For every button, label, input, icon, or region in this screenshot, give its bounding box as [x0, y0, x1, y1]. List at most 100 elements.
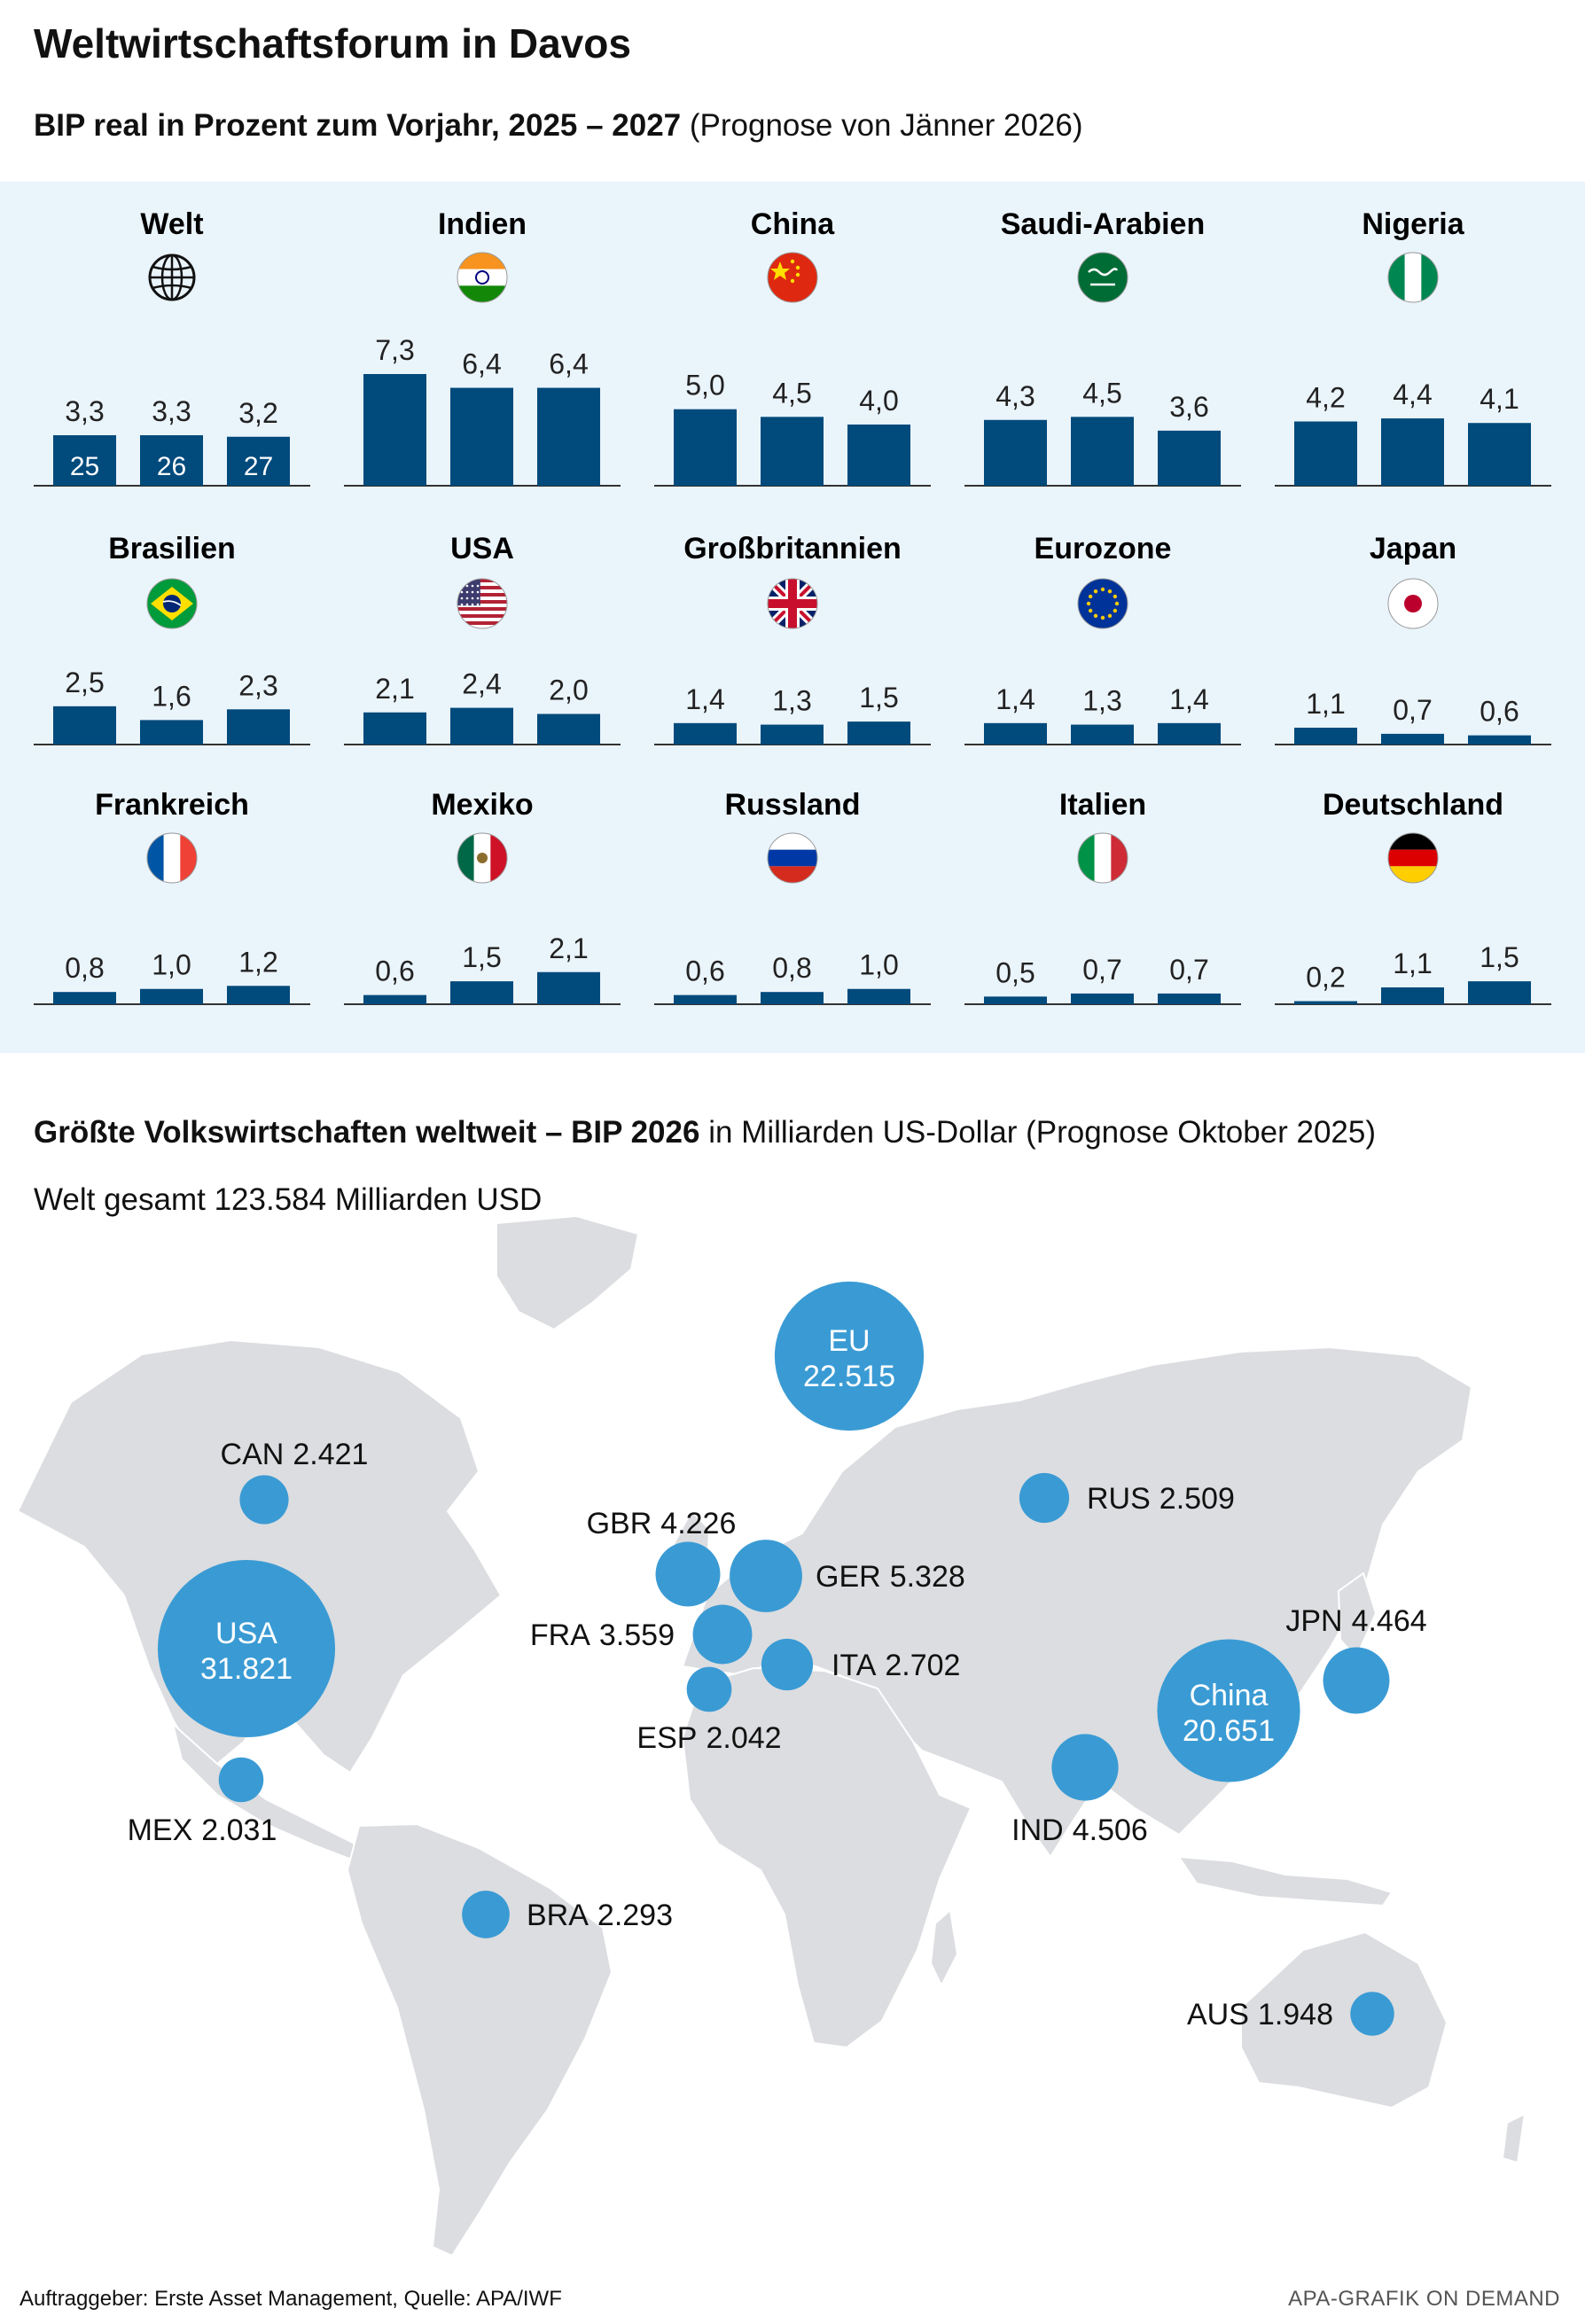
bar-value-label: 4,3 [996, 380, 1035, 412]
growth-chart-saudi-arabien: Saudi-Arabien 4,3 4,5 3,6 [964, 207, 1241, 487]
bar-value-label: 0,6 [1480, 696, 1519, 728]
bar-value-label: 1,0 [152, 949, 191, 981]
gdp-bubble-bra: BRA 2.293 [462, 1891, 673, 1938]
bubble-code: China [1190, 1679, 1269, 1712]
growth-chart-russland: Russland 0,6 0,8 1,0 [654, 788, 931, 1005]
gdp-bubble-ger: GER 5.328 [730, 1540, 965, 1612]
bar-value-label: 4,5 [772, 377, 811, 409]
bar [363, 994, 426, 1004]
france-flag-icon [146, 832, 198, 884]
bar-value-label: 0,8 [772, 952, 811, 984]
bubble [1350, 1992, 1394, 2036]
bar [227, 436, 290, 486]
bubble-value: 2.042 [706, 1721, 781, 1755]
bar-value-label: 2,0 [549, 674, 588, 706]
bubble-code: ESP [636, 1721, 697, 1755]
bubble-label: BRA 2.293 [527, 1899, 673, 1932]
eu-flag-icon [1077, 578, 1128, 629]
saudi-arabia-flag-icon [1077, 252, 1128, 303]
gdp-bubble-aus: AUS 1.948 [1187, 1992, 1394, 2036]
bar-value-label: 1,4 [685, 683, 724, 715]
bar [674, 409, 737, 486]
bar-value-label: 1,4 [1169, 683, 1208, 715]
bar [450, 981, 513, 1004]
year-label: 26 [157, 452, 186, 481]
bubble-label: MEX 2.031 [128, 1813, 277, 1847]
growth-chart-deutschland: Deutschland 0,2 1,1 1,5 [1275, 788, 1551, 1005]
bar-value-label: 0,6 [375, 955, 414, 987]
bar-value-label: 1,5 [462, 941, 501, 973]
bubble-code: GER [816, 1560, 881, 1594]
bar [450, 707, 513, 745]
bubble-code: ITA [832, 1649, 877, 1682]
bubble-code: IND [1011, 1813, 1064, 1847]
italy-flag-icon [1077, 832, 1128, 884]
country-name: Saudi-Arabien [1001, 207, 1205, 241]
bubble-code: CAN [221, 1438, 285, 1471]
bubble-value: 2.293 [597, 1899, 673, 1932]
gdp-bubble-rus: RUS 2.509 [1019, 1472, 1235, 1524]
bubble-code: AUS [1187, 1998, 1249, 2032]
bubble-code: JPN [1285, 1604, 1342, 1638]
gdp-bubble-fra: FRA 3.559 [530, 1604, 753, 1665]
bubble [158, 1560, 335, 1737]
bar [984, 419, 1047, 486]
bar-value-label: 6,4 [462, 348, 501, 380]
bar [847, 988, 910, 1004]
bar [1158, 993, 1221, 1004]
bar [537, 714, 600, 745]
bar [1381, 418, 1444, 486]
bubble-value: 4.226 [660, 1507, 736, 1540]
growth-chart-japan: Japan 1,1 0,7 0,6 [1275, 532, 1551, 745]
growth-chart-italien: Italien 0,5 0,7 0,7 [964, 788, 1241, 1005]
bubble-value: 5.328 [890, 1560, 965, 1594]
south-america-shape [346, 1822, 613, 2258]
brazil-flag-icon [146, 578, 198, 629]
bar-value-label: 1,3 [1082, 685, 1121, 717]
country-name: Eurozone [1035, 532, 1172, 565]
new-zealand-shape [1501, 2112, 1526, 2164]
bar [674, 994, 737, 1004]
bubble [655, 1541, 721, 1607]
bar-value-label: 2,4 [462, 668, 501, 700]
country-name: Welt [140, 207, 203, 241]
year-label: 27 [244, 452, 273, 481]
nigeria-flag-icon [1387, 252, 1439, 303]
bubble-label: ITA 2.702 [832, 1649, 960, 1682]
bar-value-label: 4,0 [859, 385, 898, 417]
growth-chart-frankreich: Frankreich 0,8 1,0 1,2 [34, 788, 310, 1005]
bar-chart-subtitle-note: (Prognose von Jänner 2026) [681, 108, 1083, 143]
bubble-label: FRA 3.559 [530, 1618, 675, 1652]
country-name: Deutschland [1323, 788, 1503, 822]
bar [1294, 421, 1357, 486]
bubble-code: FRA [530, 1618, 590, 1652]
bubble-value: 1.948 [1258, 1998, 1333, 2032]
bar [761, 992, 824, 1004]
bubble-code: GBR [587, 1507, 652, 1540]
bar [1071, 724, 1134, 745]
bar [984, 722, 1047, 745]
bubble [774, 1281, 925, 1431]
bar-value-label: 0,7 [1082, 954, 1121, 986]
bubble-value: 31.821 [200, 1652, 293, 1686]
bar [1468, 981, 1531, 1004]
usa-flag-icon [457, 578, 508, 629]
bar [140, 720, 203, 745]
germany-flag-icon [1387, 832, 1439, 884]
bubble-label: IND 4.506 [1011, 1813, 1148, 1847]
country-name: USA [450, 532, 514, 565]
bar [1468, 735, 1531, 745]
bubble [692, 1604, 753, 1665]
bar-value-label: 2,3 [238, 669, 277, 701]
bubble [239, 1475, 289, 1525]
country-name: Italien [1059, 788, 1146, 822]
bar [227, 986, 290, 1004]
bar-value-label: 7,3 [375, 334, 414, 366]
country-name: Frankreich [95, 788, 249, 822]
map-subtitle-bold: Größte Volkswirtschaften weltweit – BIP … [34, 1115, 700, 1150]
madagascar-shape [929, 1908, 959, 1988]
country-name: Indien [438, 207, 527, 241]
